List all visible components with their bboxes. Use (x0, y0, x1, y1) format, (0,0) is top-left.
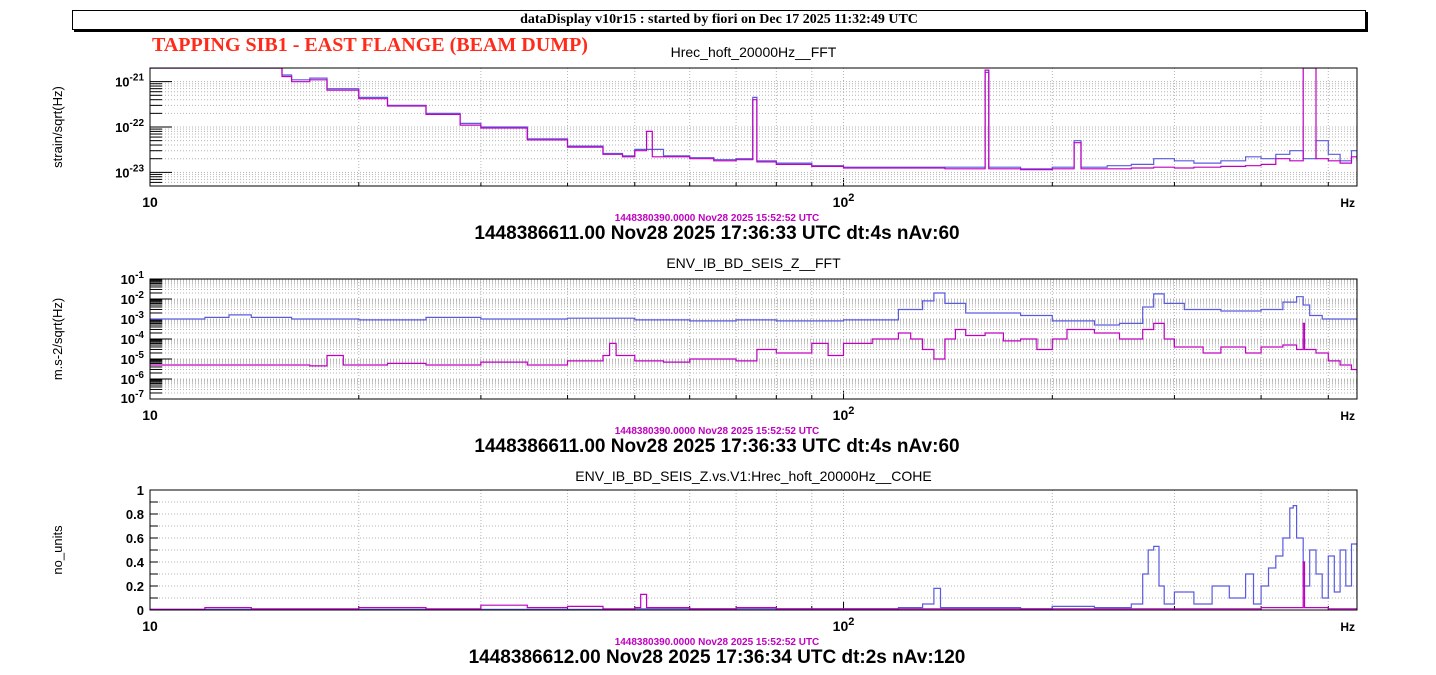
current-timestamp: 1448386611.00 Nov28 2025 17:36:33 UTC dt… (474, 436, 959, 457)
reference-timestamp: 1448380390.0000 Nov28 2025 15:52:52 UTC (615, 637, 820, 648)
x-tick-label: 102 (833, 405, 855, 423)
chart-panel-1 (149, 67, 1358, 187)
series-line-reference (150, 68, 1357, 171)
y-tick-label: 0.8 (126, 507, 144, 522)
y-axis-label: strain/sqrt(Hz) (50, 86, 65, 168)
plot-frame (149, 67, 1358, 187)
y-tick-label: 10-3 (121, 310, 145, 327)
series-line-current (150, 292, 1357, 326)
x-unit-label: Hz (1340, 196, 1355, 210)
chart-panel-2 (149, 278, 1358, 400)
x-unit-label: Hz (1340, 409, 1355, 423)
annotation-label: TAPPING SIB1 - EAST FLANGE (BEAM DUMP) (152, 34, 588, 56)
y-tick-label: 10-1 (121, 270, 145, 287)
current-timestamp: 1448386612.00 Nov28 2025 17:36:34 UTC dt… (469, 647, 966, 668)
reference-timestamp: 1448380390.0000 Nov28 2025 15:52:52 UTC (615, 213, 820, 224)
x-tick-label: 102 (833, 192, 855, 210)
chart-title: Hrec_hoft_20000Hz__FFT (671, 44, 837, 60)
window-title: dataDisplay v10r15 : started by fiori on… (520, 12, 918, 27)
reference-timestamp: 1448380390.0000 Nov28 2025 15:52:52 UTC (615, 426, 820, 437)
chart-panel-3 (149, 489, 1358, 611)
y-tick-label: 0.6 (126, 531, 144, 546)
chart-title: ENV_IB_BD_SEIS_Z__FFT (666, 255, 841, 271)
x-unit-label: Hz (1340, 620, 1355, 634)
x-tick-label: 10 (142, 407, 158, 423)
y-tick-label: 10-21 (115, 73, 144, 90)
y-axis-label: no_units (50, 525, 65, 575)
x-tick-label: 10 (142, 194, 158, 210)
series-line-reference (150, 322, 1357, 373)
series-line-current (150, 68, 1357, 170)
y-tick-label: 10-22 (115, 118, 144, 135)
y-tick-label: 10-5 (121, 350, 145, 367)
series-line-reference (150, 561, 1357, 610)
chart-title: ENV_IB_BD_SEIS_Z.vs.V1:Hrec_hoft_20000Hz… (575, 468, 931, 484)
plot-frame (149, 489, 1358, 611)
series-line-current (150, 505, 1357, 610)
y-tick-label: 1 (137, 483, 144, 498)
y-tick-label: 10-23 (115, 163, 144, 180)
y-tick-label: 10-7 (121, 389, 145, 406)
y-axis-label: m.s-2/sqrt(Hz) (50, 298, 65, 380)
plot-frame (149, 278, 1358, 400)
current-timestamp: 1448386611.00 Nov28 2025 17:36:33 UTC dt… (474, 223, 959, 244)
y-tick-label: 10-2 (121, 290, 145, 307)
window-title-bar: dataDisplay v10r15 : started by fiori on… (72, 10, 1366, 30)
y-tick-label: 0.2 (126, 579, 144, 594)
y-tick-label: 10-6 (121, 370, 145, 387)
x-tick-label: 102 (833, 616, 855, 634)
x-tick-label: 10 (142, 618, 158, 634)
y-tick-label: 0.4 (126, 555, 145, 570)
y-tick-label: 0 (137, 603, 144, 618)
y-tick-label: 10-4 (121, 330, 145, 347)
